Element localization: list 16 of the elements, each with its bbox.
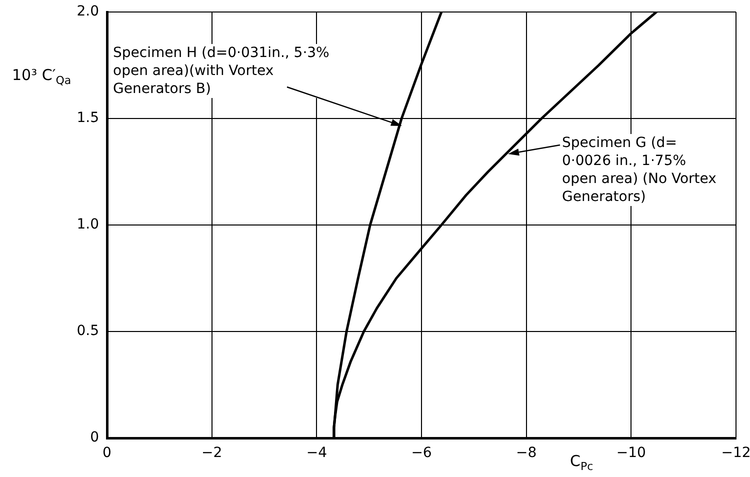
x-tick-label: 0 xyxy=(102,445,112,462)
y-tick-label: 0 xyxy=(90,430,99,446)
x-tick-label: −2 xyxy=(202,445,222,462)
y-tick-label: 1.5 xyxy=(76,110,99,126)
annotation: Specimen G (d= 0·0026 in., 1·75% open area) (No Vortex Generators) xyxy=(562,134,722,206)
x-tick-label: −12 xyxy=(721,445,750,462)
y-tick-label: 0.5 xyxy=(76,323,99,340)
y-axis-title: 10³ C′$_{Qa}$ xyxy=(12,66,72,89)
x-tick-label: −4 xyxy=(306,445,328,462)
x-tick-label: −8 xyxy=(516,445,537,462)
x-tick-label: −6 xyxy=(411,445,432,462)
y-tick-label: 2.0 xyxy=(76,4,99,20)
y-tick-label: 1.0 xyxy=(76,216,99,233)
x-axis-title: C$_{Pc}$ xyxy=(570,452,594,475)
x-tick-label: −10 xyxy=(616,445,646,462)
annotation: Specimen H (d=0·031in., 5·3% open area)(with Vortex Generators B) xyxy=(113,44,349,98)
